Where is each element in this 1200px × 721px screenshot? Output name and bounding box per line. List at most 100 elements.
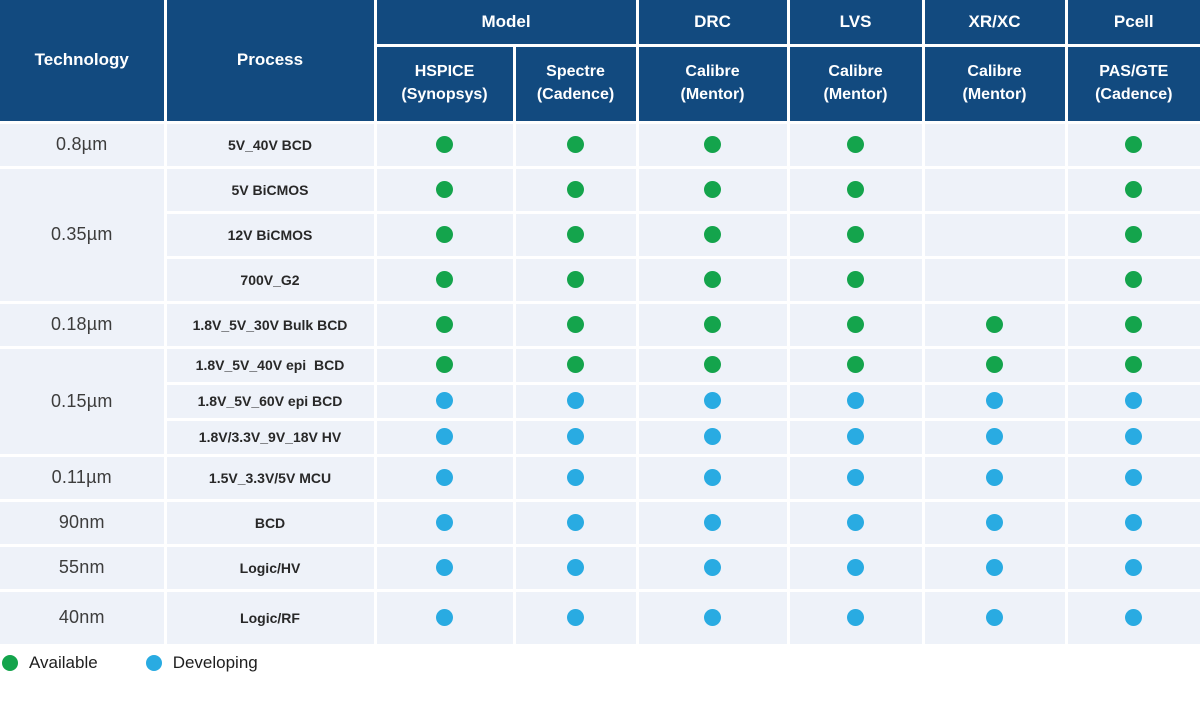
status-cell bbox=[635, 381, 790, 421]
status-cell bbox=[1064, 381, 1200, 421]
developing-dot bbox=[847, 392, 865, 410]
tool-vendor: (Mentor) bbox=[680, 85, 745, 103]
technology-cell: 0.11µm bbox=[0, 453, 167, 502]
available-dot bbox=[704, 315, 722, 333]
status-cell bbox=[635, 543, 790, 592]
legend-label: Developing bbox=[172, 653, 258, 672]
developing-dot bbox=[704, 558, 722, 576]
available-dot bbox=[847, 135, 865, 153]
status-cell bbox=[786, 165, 925, 214]
status-cell bbox=[512, 165, 639, 214]
developing-dot bbox=[436, 558, 453, 576]
table-row: 90nm BCD bbox=[0, 498, 1200, 547]
status-cell bbox=[921, 498, 1068, 547]
status-cell bbox=[1064, 165, 1200, 214]
tool-vendor: (Mentor) bbox=[962, 85, 1027, 103]
tool-name: Calibre bbox=[967, 63, 1022, 81]
developing-dot bbox=[1125, 468, 1143, 486]
table-row: 700V_G2 bbox=[0, 255, 1200, 304]
tool-name: PAS/GTE bbox=[1099, 63, 1169, 81]
table-row: 0.18µm 1.8V_5V_30V Bulk BCD bbox=[0, 300, 1200, 349]
status-cell bbox=[373, 210, 516, 259]
available-dot bbox=[704, 356, 722, 374]
available-dot bbox=[436, 225, 453, 243]
table-row: 0.11µm 1.5V_3.3V/5V MCU bbox=[0, 453, 1200, 502]
developing-dot bbox=[704, 513, 722, 531]
legend-label: Available bbox=[29, 653, 98, 672]
developing-dot bbox=[704, 428, 722, 446]
available-dot bbox=[847, 315, 865, 333]
table-row: 0.35µm 5V BiCMOS bbox=[0, 165, 1200, 304]
available-dot bbox=[847, 225, 865, 243]
developing-dot bbox=[704, 392, 722, 410]
available-dot bbox=[1125, 225, 1143, 243]
process-cell: 1.8V_5V_30V Bulk BCD bbox=[163, 300, 377, 349]
status-cell bbox=[512, 417, 639, 457]
available-dot bbox=[1125, 270, 1143, 288]
status-cell bbox=[786, 345, 925, 385]
status-cell bbox=[786, 588, 925, 646]
developing-dot bbox=[567, 609, 584, 627]
column-header-calibre-drc: Calibre (Mentor) bbox=[635, 43, 790, 124]
process-cell: 5V BiCMOS bbox=[163, 165, 377, 214]
available-dot bbox=[1125, 315, 1143, 333]
developing-dot bbox=[847, 428, 865, 446]
developing-dot bbox=[986, 468, 1004, 486]
process-cell: Logic/RF bbox=[163, 588, 377, 646]
status-cell bbox=[1064, 255, 1200, 304]
developing-dot bbox=[986, 609, 1004, 627]
column-header-calibre-lvs: Calibre (Mentor) bbox=[786, 43, 925, 124]
developing-dot bbox=[436, 513, 453, 531]
status-cell bbox=[921, 165, 1068, 214]
status-cell bbox=[921, 381, 1068, 421]
legend-item-available: Available bbox=[2, 653, 98, 673]
available-dot bbox=[436, 270, 453, 288]
status-cell bbox=[786, 543, 925, 592]
status-cell bbox=[921, 210, 1068, 259]
table-header: Technology Process Model DRC LVS XR/XC P… bbox=[0, 0, 1200, 124]
developing-dot bbox=[986, 392, 1004, 410]
status-cell bbox=[635, 165, 790, 214]
process-cell: 1.8V/3.3V_9V_18V HV bbox=[163, 417, 377, 457]
technology-cell: 0.15µm bbox=[0, 345, 167, 457]
status-cell bbox=[921, 345, 1068, 385]
developing-dot bbox=[436, 609, 453, 627]
table-row: 0.8µm 5V_40V BCD bbox=[0, 120, 1200, 169]
status-cell bbox=[1064, 417, 1200, 457]
available-dot bbox=[1125, 180, 1143, 198]
status-cell bbox=[635, 417, 790, 457]
available-dot bbox=[567, 356, 584, 374]
status-cell bbox=[786, 120, 925, 169]
status-cell bbox=[1064, 543, 1200, 592]
status-cell bbox=[373, 453, 516, 502]
status-cell bbox=[786, 498, 925, 547]
status-cell bbox=[373, 381, 516, 421]
process-cell: Logic/HV bbox=[163, 543, 377, 592]
tool-vendor: (Mentor) bbox=[823, 85, 888, 103]
available-dot bbox=[986, 356, 1004, 374]
status-cell bbox=[786, 381, 925, 421]
status-cell bbox=[512, 453, 639, 502]
tool-vendor: (Cadence) bbox=[536, 85, 615, 103]
table-row: 40nm Logic/RF bbox=[0, 588, 1200, 646]
technology-cell: 90nm bbox=[0, 498, 167, 547]
developing-dot bbox=[704, 609, 722, 627]
available-dot bbox=[567, 180, 584, 198]
available-dot bbox=[436, 356, 453, 374]
tool-name: Calibre bbox=[828, 63, 883, 81]
status-cell bbox=[635, 300, 790, 349]
developing-dot bbox=[567, 513, 584, 531]
column-header-model: Model bbox=[373, 0, 639, 47]
tool-name: HSPICE bbox=[414, 63, 475, 81]
status-cell bbox=[635, 498, 790, 547]
status-cell bbox=[1064, 453, 1200, 502]
developing-dot bbox=[847, 558, 865, 576]
available-dot bbox=[436, 135, 453, 153]
status-cell bbox=[786, 453, 925, 502]
process-cell: 12V BiCMOS bbox=[163, 210, 377, 259]
status-cell bbox=[1064, 498, 1200, 547]
developing-dot bbox=[436, 428, 453, 446]
available-dot bbox=[567, 225, 584, 243]
technology-cell: 0.18µm bbox=[0, 300, 167, 349]
